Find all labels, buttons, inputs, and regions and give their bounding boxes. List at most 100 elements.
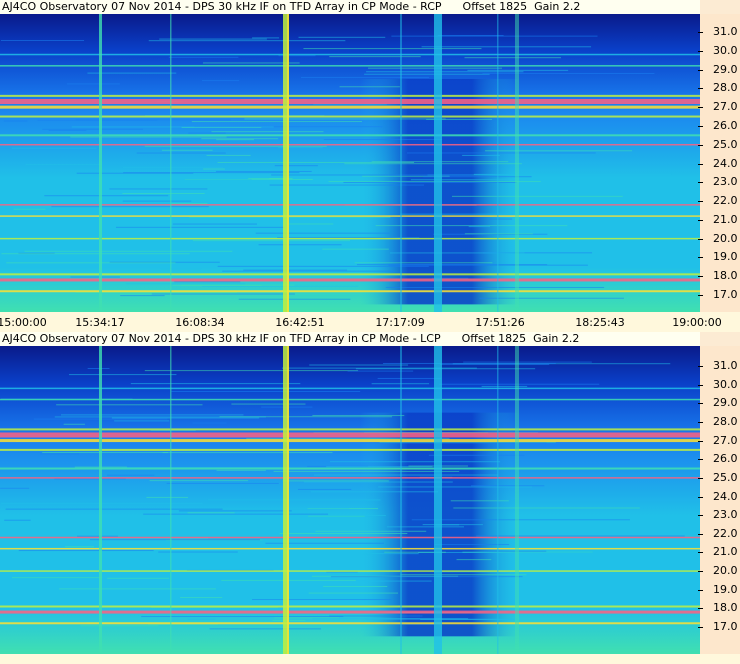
noise-streak xyxy=(418,551,631,553)
noise-streak xyxy=(107,577,170,579)
noise-streak xyxy=(42,452,169,454)
noise-streak xyxy=(171,391,361,393)
noise-streak xyxy=(59,588,216,590)
noise-streak xyxy=(181,127,262,129)
noise-streak xyxy=(473,173,672,175)
noise-streak xyxy=(136,152,226,154)
noise-streak xyxy=(407,152,596,154)
noise-streak xyxy=(54,478,126,480)
noise-streak xyxy=(470,485,545,487)
noise-streak xyxy=(109,261,220,263)
noise-streak xyxy=(70,276,120,278)
noise-streak xyxy=(146,496,189,498)
noise-streak xyxy=(337,580,432,582)
noise-streak xyxy=(172,284,262,286)
noise-streak xyxy=(162,452,333,454)
noise-streak xyxy=(66,83,120,85)
noise-streak xyxy=(390,252,525,254)
noise-streak xyxy=(148,248,175,250)
noise-streak xyxy=(462,154,500,156)
noise-streak xyxy=(489,218,513,220)
noise-streak xyxy=(0,39,85,41)
x-tick-label: 17:51:26 xyxy=(475,316,525,329)
noise-streak xyxy=(87,72,177,74)
noise-streak xyxy=(364,73,490,75)
noise-streak xyxy=(344,163,522,165)
noise-streak xyxy=(30,595,107,597)
noise-streak xyxy=(434,544,510,546)
noise-streak xyxy=(297,488,352,490)
noise-streak xyxy=(439,383,600,385)
noise-streak xyxy=(201,138,279,140)
noise-streak xyxy=(300,76,430,78)
noise-streak xyxy=(187,512,235,514)
noise-streak xyxy=(207,499,381,501)
noise-streak xyxy=(150,430,196,432)
x-tick-label: 18:25:43 xyxy=(575,316,625,329)
noise-streak xyxy=(395,623,436,625)
noise-streak xyxy=(423,176,532,178)
noise-streak xyxy=(271,174,472,176)
noise-streak xyxy=(303,481,453,483)
noise-streak xyxy=(123,172,300,174)
time-burst xyxy=(497,14,499,312)
time-burst xyxy=(99,346,102,654)
noise-streak xyxy=(120,295,165,297)
bottom-strip xyxy=(0,654,740,664)
noise-streak xyxy=(326,571,358,573)
noise-streak xyxy=(431,277,469,279)
time-burst xyxy=(497,346,499,654)
noise-streak xyxy=(122,166,224,168)
noise-streak xyxy=(203,168,225,170)
noise-streak xyxy=(77,535,118,537)
x-tick-label: 17:17:09 xyxy=(375,316,425,329)
noise-streak xyxy=(347,370,414,372)
x-tick-label: 16:42:51 xyxy=(275,316,325,329)
noise-streak xyxy=(440,364,550,366)
frequency-band xyxy=(0,204,700,206)
noise-streak xyxy=(189,216,391,218)
noise-streak xyxy=(325,553,419,555)
noise-streak xyxy=(279,532,408,534)
noise-streak xyxy=(308,515,365,517)
noise-streak xyxy=(274,617,340,619)
noise-streak xyxy=(400,213,513,215)
noise-streak xyxy=(159,38,267,40)
noise-streak xyxy=(5,508,223,510)
time-burst xyxy=(283,346,289,654)
noise-streak xyxy=(476,535,685,537)
noise-streak xyxy=(211,131,324,133)
frequency-band xyxy=(0,398,700,401)
noise-streak xyxy=(453,507,640,509)
noise-streak xyxy=(435,524,460,526)
x-tick-label: 15:00:00 xyxy=(0,316,47,329)
frequency-band xyxy=(0,432,700,438)
frequency-band xyxy=(0,278,700,282)
noise-streak xyxy=(252,599,392,601)
noise-streak xyxy=(265,542,384,544)
rcp-title: AJ4CO Observatory 07 Nov 2014 - DPS 30 k… xyxy=(0,0,700,14)
lcp-heatmap-svg xyxy=(0,346,700,654)
x-tick-label: 15:34:17 xyxy=(75,316,125,329)
noise-streak xyxy=(286,223,334,225)
noise-streak xyxy=(149,480,249,482)
noise-streak xyxy=(143,513,329,515)
noise-streak xyxy=(464,233,533,235)
noise-streak xyxy=(252,37,280,39)
noise-streak xyxy=(383,363,556,365)
noise-streak xyxy=(125,283,246,285)
noise-streak xyxy=(384,551,446,553)
noise-streak xyxy=(219,515,386,517)
noise-streak xyxy=(343,181,517,183)
noise-streak xyxy=(274,165,318,167)
noise-streak xyxy=(269,184,425,186)
frequency-band xyxy=(0,134,700,137)
noise-streak xyxy=(56,404,203,406)
noise-streak xyxy=(464,57,561,59)
time-burst xyxy=(400,14,402,312)
noise-streak xyxy=(483,550,547,552)
noise-streak xyxy=(366,71,524,73)
noise-streak xyxy=(75,292,238,294)
noise-streak xyxy=(322,248,389,250)
noise-streak xyxy=(51,206,209,208)
